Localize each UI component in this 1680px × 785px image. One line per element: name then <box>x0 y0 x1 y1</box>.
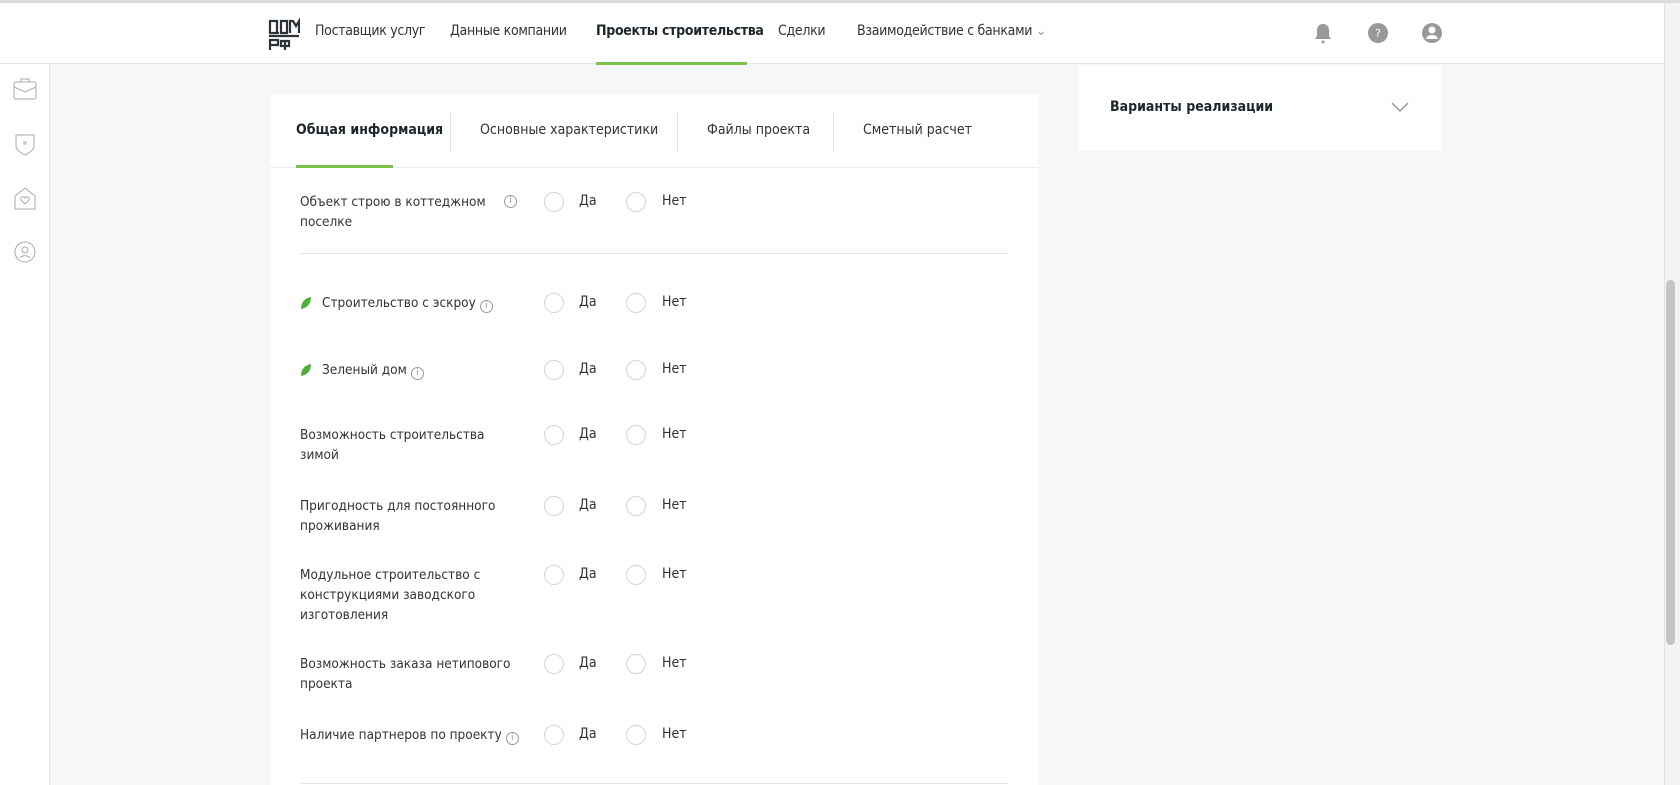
radio-no[interactable] <box>626 565 646 585</box>
briefcase-icon[interactable] <box>12 76 38 102</box>
field-label-text: Пригодность для постоянного проживания <box>300 498 496 534</box>
leaf-icon <box>301 364 311 376</box>
field-label-text: Зеленый дом <box>322 362 407 378</box>
radio-yes[interactable] <box>544 725 564 745</box>
sidebar <box>0 64 50 785</box>
tab-separator <box>833 112 834 152</box>
field-label: Модульное строительство с конструкциями … <box>300 565 520 625</box>
implementation-variants-panel[interactable]: Варианты реализации <box>1078 66 1442 151</box>
field-label: Наличие партнеров по проекту i <box>300 725 520 745</box>
tabs: Общая информация Основные характеристики… <box>270 94 1038 168</box>
svg-text:?: ? <box>1375 27 1381 40</box>
field-label: Зеленый дом i <box>322 360 542 380</box>
radio-yes[interactable] <box>544 654 564 674</box>
field-label: Возможность строительства зимой <box>300 425 520 465</box>
leaf-icon <box>301 297 311 309</box>
field-label-text: Модульное строительство с конструкциями … <box>300 567 481 623</box>
window-top-border <box>0 0 1680 3</box>
radio-no[interactable] <box>626 192 646 212</box>
shield-icon[interactable] <box>12 131 38 157</box>
tab-main-characteristics[interactable]: Основные характеристики <box>480 122 659 138</box>
info-icon[interactable]: i <box>505 732 519 745</box>
chevron-down-icon[interactable] <box>1390 100 1410 114</box>
dom-rf-logo[interactable] <box>268 17 300 51</box>
section-divider <box>300 783 1008 784</box>
radio-yes-label[interactable]: Да <box>579 361 597 377</box>
info-icon[interactable]: i <box>479 300 493 313</box>
nav-item[interactable]: Сделки <box>778 23 826 39</box>
tab-estimate[interactable]: Сметный расчет <box>863 122 972 138</box>
nav-item-label: Поставщик услуг <box>315 23 426 39</box>
radio-no[interactable] <box>626 293 646 313</box>
nav-item[interactable]: Проекты строительства <box>596 23 764 39</box>
field-label: Возможность заказа нетипового проекта <box>300 654 520 694</box>
radio-no-label[interactable]: Нет <box>662 726 687 742</box>
header: Поставщик услуг Данные компании Проекты ст… <box>0 3 1664 65</box>
radio-no[interactable] <box>626 496 646 516</box>
field-label: Объект строю в коттеджном поселке <box>300 192 490 232</box>
field-label-text: Наличие партнеров по проекту <box>300 727 502 743</box>
radio-yes-label[interactable]: Да <box>579 294 597 310</box>
scrollbar-thumb[interactable] <box>1666 280 1675 645</box>
radio-no[interactable] <box>626 725 646 745</box>
field-label-text: Возможность заказа нетипового проекта <box>300 656 511 692</box>
nav-item-label: Сделки <box>778 23 826 39</box>
radio-no-label[interactable]: Нет <box>662 193 687 209</box>
tab-separator <box>450 112 451 152</box>
chevron-down-icon[interactable]: ⌄ <box>1032 23 1047 39</box>
radio-yes-label[interactable]: Да <box>579 497 597 513</box>
radio-no-label[interactable]: Нет <box>662 497 687 513</box>
nav-item[interactable]: Поставщик услуг <box>315 23 426 39</box>
panel-title: Варианты реализации <box>1110 99 1274 115</box>
active-tab-underline <box>296 165 393 168</box>
nav-item[interactable]: Данные компании <box>450 23 567 39</box>
section-divider <box>300 253 1008 254</box>
radio-yes-label[interactable]: Да <box>579 566 597 582</box>
field-label: Строительство с эскроу i <box>322 293 542 313</box>
tab-separator <box>677 112 678 152</box>
radio-no[interactable] <box>626 360 646 380</box>
field-label-text: Строительство с эскроу <box>322 295 476 311</box>
radio-yes[interactable] <box>544 496 564 516</box>
nav-item-label: Проекты строительства <box>596 23 764 39</box>
radio-yes[interactable] <box>544 425 564 445</box>
project-form-card: Общая информация Основные характеристики… <box>270 94 1038 785</box>
radio-yes-label[interactable]: Да <box>579 726 597 742</box>
radio-yes[interactable] <box>544 293 564 313</box>
radio-yes-label[interactable]: Да <box>579 655 597 671</box>
person-badge-icon[interactable] <box>12 239 38 265</box>
radio-no[interactable] <box>626 425 646 445</box>
field-label-text: Возможность строительства зимой <box>300 427 485 463</box>
radio-yes[interactable] <box>544 360 564 380</box>
radio-yes[interactable] <box>544 192 564 212</box>
radio-no-label[interactable]: Нет <box>662 426 687 442</box>
user-icon[interactable] <box>1421 22 1443 44</box>
field-label-text: Объект строю в коттеджном поселке <box>300 194 486 230</box>
tab-project-files[interactable]: Файлы проекта <box>707 122 811 138</box>
nav-item-label: Взаимодействие с банками <box>857 23 1033 39</box>
nav-item[interactable]: Взаимодействие с банками ⌄ <box>857 23 1046 39</box>
nav-active-underline <box>596 62 747 65</box>
radio-no[interactable] <box>626 654 646 674</box>
radio-yes-label[interactable]: Да <box>579 193 597 209</box>
nav-item-label: Данные компании <box>450 23 567 39</box>
field-label: Пригодность для постоянного проживания <box>300 496 520 536</box>
info-icon[interactable]: i <box>410 367 424 380</box>
house-heart-icon[interactable] <box>12 185 38 211</box>
radio-no-label[interactable]: Нет <box>662 361 687 377</box>
radio-no-label[interactable]: Нет <box>662 566 687 582</box>
radio-no-label[interactable]: Нет <box>662 655 687 671</box>
radio-yes-label[interactable]: Да <box>579 426 597 442</box>
bell-icon[interactable] <box>1312 22 1334 44</box>
tab-general-info[interactable]: Общая информация <box>296 122 444 138</box>
radio-no-label[interactable]: Нет <box>662 294 687 310</box>
help-icon[interactable]: ? <box>1367 22 1389 44</box>
radio-yes[interactable] <box>544 565 564 585</box>
info-icon[interactable]: i <box>504 195 517 208</box>
